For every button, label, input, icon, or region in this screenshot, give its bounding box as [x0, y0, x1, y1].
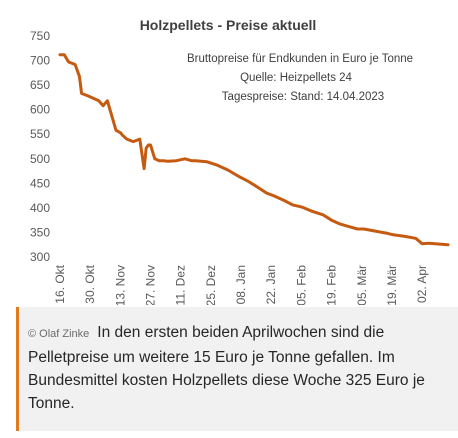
x-tick-label: 16. Okt — [53, 264, 67, 303]
caption-text: In den ersten beiden Aprilwochen sind di… — [28, 324, 425, 412]
y-tick-label: 550 — [30, 127, 50, 141]
x-tick-label: 05. Feb — [294, 265, 308, 305]
x-tick-label: 05. Mär — [355, 265, 369, 305]
y-axis: 300 350 400 450 500 550 600 650 700 750 — [30, 29, 50, 264]
y-tick-label: 300 — [30, 250, 50, 264]
y-tick-label: 600 — [30, 103, 50, 117]
y-tick-label: 350 — [30, 225, 50, 239]
price-chart: Holzpellets - Preise aktuell Bruttopreis… — [30, 17, 450, 305]
x-tick-label: 08. Jan — [234, 265, 248, 304]
x-tick-label: 11. Dez — [174, 265, 188, 305]
y-tick-label: 700 — [30, 54, 50, 68]
y-tick-label: 750 — [30, 29, 50, 43]
x-tick-label: 19. Feb — [325, 265, 339, 305]
y-tick-label: 500 — [30, 152, 50, 166]
x-tick-label: 22. Jan — [264, 265, 278, 304]
chart-annotation-subtitle: Bruttopreise für Endkunden in Euro je To… — [187, 53, 413, 65]
chart-annotation-date: Tagespreise: Stand: 14.04.2023 — [222, 91, 384, 103]
y-tick-label: 650 — [30, 78, 50, 92]
y-tick-label: 400 — [30, 201, 50, 215]
x-tick-label: 19. Mär — [385, 265, 399, 305]
chart-annotation-source: Quelle: Heizpellets 24 — [240, 72, 352, 84]
x-tick-label: 02. Apr — [415, 265, 429, 303]
x-tick-label: 30. Okt — [83, 264, 97, 303]
x-tick-label: 27. Nov — [144, 265, 158, 305]
price-series-line — [58, 53, 450, 247]
photo-credit: © Olaf Zinke — [28, 328, 90, 340]
chart-title: Holzpellets - Preise aktuell — [140, 17, 317, 33]
x-axis: 16. Okt 30. Okt 13. Nov 27. Nov 11. Dez 25. D… — [53, 264, 429, 305]
y-tick-label: 450 — [30, 176, 50, 190]
image-caption: © Olaf Zinke In den ersten beiden Aprilwo… — [16, 307, 458, 431]
x-tick-label: 25. Dez — [204, 265, 218, 305]
x-tick-label: 13. Nov — [113, 265, 127, 305]
chart-canvas: Holzpellets - Preise aktuell Bruttopreis… — [30, 17, 450, 305]
